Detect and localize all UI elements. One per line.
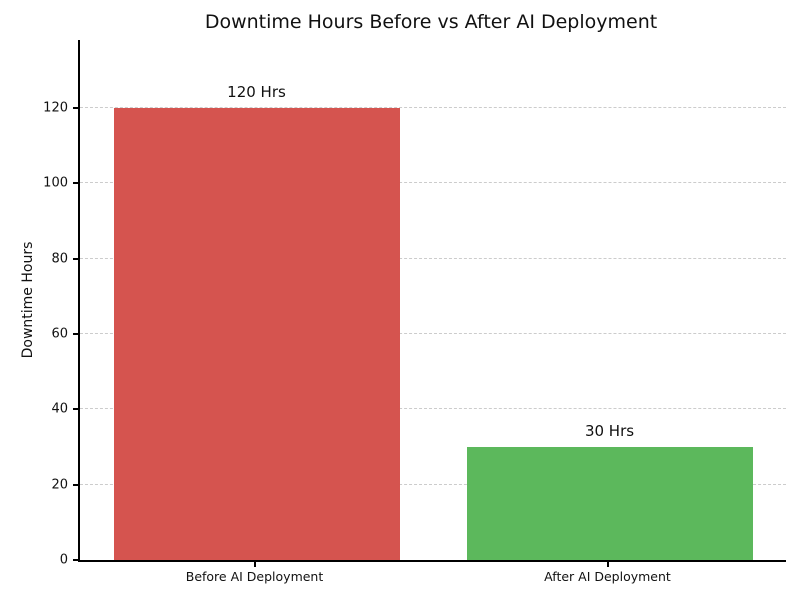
y-tick-label: 120 (43, 100, 68, 116)
y-tick-mark (73, 408, 78, 411)
x-tick-mark (253, 562, 256, 567)
y-tick-label: 60 (51, 326, 68, 342)
x-tick-mark (606, 562, 609, 567)
y-tick-mark (73, 559, 78, 561)
gridline (80, 257, 786, 259)
y-tick-mark (73, 257, 78, 260)
y-tick-label: 0 (59, 552, 68, 568)
y-tick-mark (73, 106, 78, 109)
gridline (80, 408, 786, 410)
y-tick-mark (73, 182, 78, 185)
x-tick-label: Before AI Deployment (185, 569, 324, 584)
gridline (80, 483, 786, 485)
y-tick-label: 40 (51, 401, 68, 417)
plot-area: 120 Hrs 30 Hrs (78, 40, 786, 562)
y-tick-label: 20 (51, 477, 68, 493)
y-tick-label: 80 (51, 251, 68, 267)
gridline (80, 332, 786, 334)
bar-0 (113, 107, 400, 560)
y-axis-label: Downtime Hours (20, 241, 36, 359)
y-tick-label: 100 (43, 175, 68, 191)
x-tick-label: After AI Deployment (544, 569, 671, 584)
bar-value-label: 120 Hrs (227, 82, 286, 101)
chart-title: Downtime Hours Before vs After AI Deploy… (204, 11, 658, 33)
gridline (80, 106, 786, 108)
y-tick-mark (73, 332, 78, 335)
bar-1 (466, 446, 753, 560)
y-tick-mark (73, 483, 78, 486)
gridline (80, 182, 786, 184)
bar-value-label: 30 Hrs (584, 421, 635, 440)
